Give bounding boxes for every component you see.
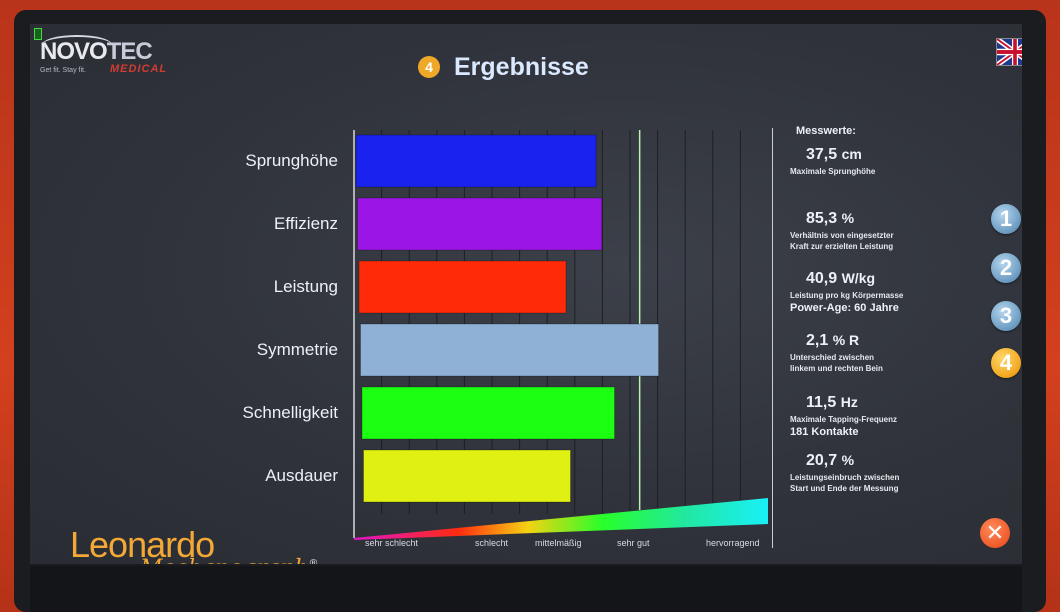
step-button-1[interactable]: 1 [991, 204, 1021, 234]
monitor-bottom-bar [30, 566, 1022, 612]
brand-mechanograph: Mechanograph® [140, 556, 319, 564]
step-button-2[interactable]: 2 [991, 253, 1021, 283]
chart-bar-5 [362, 387, 615, 439]
result-unit: W/kg [842, 270, 875, 286]
scale-label: schlecht [475, 538, 508, 548]
chart-bar-6 [364, 450, 571, 502]
result-value: 37,5 [806, 146, 842, 163]
chart-bar-4 [361, 324, 659, 376]
result-item: 85,3 % Verhältnis von eingesetzter Kraft z… [790, 210, 950, 252]
result-description: Maximale Tapping-Frequenz [790, 414, 950, 425]
chart-scale-wedge [354, 498, 768, 540]
result-unit: % R [833, 332, 859, 348]
result-extra: 181 Kontakte [790, 426, 950, 438]
chart-bar-2 [358, 198, 602, 250]
results-heading: Messwerte: [796, 125, 856, 137]
result-description-line: Start und Ende der Messung [790, 483, 950, 494]
result-item: 2,1 % R Unterschied zwischen linkem und re… [790, 332, 950, 374]
result-description: Leistungseinbruch zwischen Start und Ende… [790, 472, 950, 494]
result-item: 20,7 % Leistungseinbruch zwischen Start un… [790, 452, 950, 494]
result-value: 2,1 [806, 332, 833, 349]
scale-label: sehr gut [617, 538, 650, 548]
results-divider [772, 128, 773, 548]
scale-label: mittelmäßig [535, 538, 582, 548]
scale-label: hervorragend [706, 538, 760, 548]
result-description: Leistung pro kg Körpermasse [790, 290, 950, 301]
result-value-line: 37,5 cm [790, 146, 950, 164]
app-screen: NOVOTEC MEDICAL Get fit. Stay fit. 4 Erg… [30, 24, 1022, 564]
result-item: 11,5 Hz Maximale Tapping-Frequenz 181 Kont… [790, 394, 950, 438]
result-description: Maximale Sprunghöhe [790, 166, 950, 177]
close-icon: ✕ [986, 520, 1004, 546]
result-unit: Hz [841, 394, 858, 410]
result-value-line: 20,7 % [790, 452, 950, 470]
chart-bar-1 [356, 135, 596, 187]
result-value-line: 2,1 % R [790, 332, 950, 350]
result-unit: % [842, 210, 854, 226]
close-button[interactable]: ✕ [980, 518, 1010, 548]
result-description-line: Leistung pro kg Körpermasse [790, 290, 950, 301]
result-item: 40,9 W/kg Leistung pro kg Körpermasse Powe… [790, 270, 950, 314]
result-unit: cm [842, 146, 862, 162]
result-description-line: Unterschied zwischen [790, 352, 950, 363]
scale-label: sehr schlecht [365, 538, 418, 548]
result-item: 37,5 cm Maximale Sprunghöhe [790, 146, 950, 177]
result-description-line: Maximale Sprunghöhe [790, 166, 950, 177]
result-description-line: Verhältnis von eingesetzter [790, 230, 950, 241]
result-value-line: 85,3 % [790, 210, 950, 228]
step-button-3[interactable]: 3 [991, 301, 1021, 331]
result-value: 85,3 [806, 210, 842, 227]
result-value-line: 40,9 W/kg [790, 270, 950, 288]
result-value: 20,7 [806, 452, 842, 469]
result-description: Verhältnis von eingesetzter Kraft zur erz… [790, 230, 950, 252]
chart-bar-3 [359, 261, 566, 313]
result-description-line: Leistungseinbruch zwischen [790, 472, 950, 483]
step-button-4[interactable]: 4 [991, 348, 1021, 378]
result-value: 40,9 [806, 270, 842, 287]
result-description-line: Kraft zur erzielten Leistung [790, 241, 950, 252]
result-description-line: Maximale Tapping-Frequenz [790, 414, 950, 425]
result-value: 11,5 [806, 394, 841, 411]
result-unit: % [842, 452, 854, 468]
result-description-line: linkem und rechten Bein [790, 363, 950, 374]
result-description: Unterschied zwischen linkem und rechten B… [790, 352, 950, 374]
result-extra: Power-Age: 60 Jahre [790, 302, 950, 314]
result-value-line: 11,5 Hz [790, 394, 950, 412]
